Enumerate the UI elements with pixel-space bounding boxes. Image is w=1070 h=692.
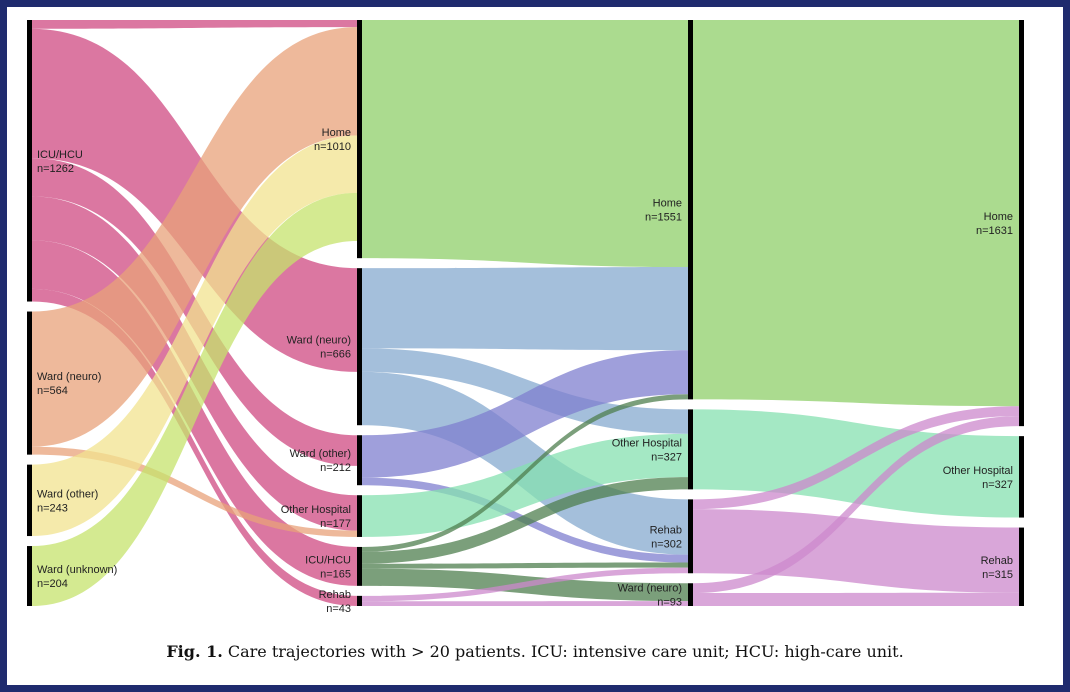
node-name-label: Ward (other) (290, 448, 351, 460)
node-count-label: n=1010 (314, 141, 351, 153)
node-name-label: Rehab (319, 589, 351, 601)
node-count-label: n=327 (651, 451, 682, 463)
caption-text: Care trajectories with > 20 patients. IC… (222, 642, 904, 661)
node-count-label: n=1551 (645, 212, 682, 224)
node-name-label: Ward (unknown) (37, 564, 117, 576)
sankey-node-bar (27, 20, 32, 302)
sankey-link (32, 20, 357, 29)
node-name-label: ICU/HCU (305, 554, 351, 566)
sankey-link (32, 27, 357, 447)
sankey-node-bar (688, 499, 693, 574)
sankey-link (362, 601, 688, 606)
sankey-link (362, 371, 688, 555)
sankey-link (32, 446, 357, 537)
node-name-label: Ward (other) (37, 488, 98, 500)
node-count-label: n=327 (982, 479, 1013, 491)
figure-caption: Fig. 1. Care trajectories with > 20 pati… (0, 642, 1070, 661)
node-count-label: n=1262 (37, 163, 74, 175)
node-count-label: n=302 (651, 538, 682, 550)
node-name-label: ICU/HCU (37, 149, 83, 161)
sankey-link (32, 288, 357, 606)
node-name-label: Ward (neuro) (618, 583, 682, 595)
node-count-label: n=666 (320, 349, 351, 361)
node-name-label: Home (653, 198, 682, 210)
sankey-link (693, 20, 1019, 407)
sankey-link (32, 135, 357, 537)
sankey-link (362, 567, 688, 602)
sankey-node-bar (357, 546, 362, 586)
sankey-node-bar (688, 20, 693, 400)
node-count-label: n=177 (320, 518, 351, 530)
sankey-node-bar (357, 495, 362, 537)
caption-label: Fig. 1. (166, 642, 223, 661)
node-count-label: n=93 (657, 597, 682, 609)
node-name-label: Home (984, 211, 1013, 223)
node-count-label: n=564 (37, 385, 68, 397)
node-name-label: Rehab (650, 524, 682, 536)
node-name-label: Ward (neuro) (37, 371, 101, 383)
node-name-label: Other Hospital (612, 437, 682, 449)
node-name-label: Other Hospital (281, 504, 351, 516)
links-layer (32, 20, 1019, 606)
sankey-node-bar (27, 546, 32, 606)
sankey-link (693, 416, 1019, 594)
sankey-link (362, 350, 688, 478)
sankey-link (362, 20, 688, 268)
sankey-node-bar (1019, 527, 1024, 606)
sankey-node-bar (357, 268, 362, 426)
node-count-label: n=204 (37, 578, 68, 590)
node-count-label: n=243 (37, 502, 68, 514)
labels-layer: ICU/HCU n=1262 Ward (neuro) n=564 Ward (othe… (37, 127, 1013, 615)
sankey-link (362, 267, 688, 351)
node-count-label: n=43 (326, 603, 351, 615)
sankey-node-bar (688, 583, 693, 606)
node-count-label: n=165 (320, 568, 351, 580)
sankey-node-bar (357, 435, 362, 486)
node-count-label: n=212 (320, 462, 351, 474)
sankey-link (32, 192, 357, 606)
node-name-label: Home (322, 127, 351, 139)
node-count-label: n=315 (982, 569, 1013, 581)
sankey-link (693, 406, 1019, 510)
sankey-node-bar (1019, 436, 1024, 518)
sankey-node-bar (357, 595, 362, 606)
node-count-label: n=1631 (976, 225, 1013, 237)
node-name-label: Rehab (981, 555, 1013, 567)
sankey-node-bar (357, 20, 362, 259)
sankey-node-bar (27, 464, 32, 537)
sankey-link (362, 562, 688, 569)
nodes-layer (27, 20, 1024, 606)
sankey-link (693, 592, 1019, 606)
sankey-node-bar (1019, 20, 1024, 427)
sankey-node-bar (27, 311, 32, 455)
sankey-link (362, 477, 688, 564)
sankey-link (362, 433, 688, 537)
sankey-link (362, 394, 688, 552)
sankey-node-bar (688, 409, 693, 490)
node-name-label: Ward (neuro) (287, 335, 351, 347)
node-name-label: Other Hospital (943, 465, 1013, 477)
